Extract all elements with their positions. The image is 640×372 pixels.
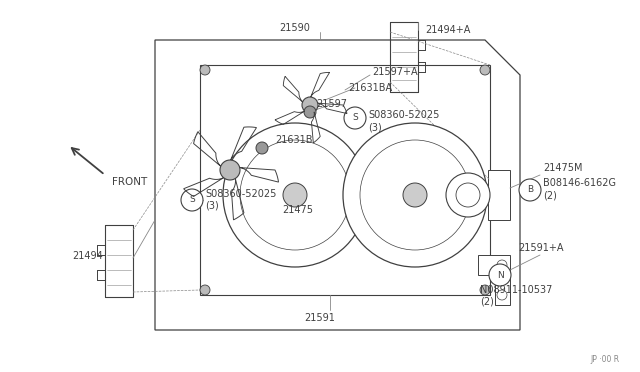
- Text: 21597: 21597: [316, 99, 347, 109]
- Text: 21591+A: 21591+A: [518, 243, 563, 253]
- Text: 21631BA: 21631BA: [348, 83, 392, 93]
- Circle shape: [240, 140, 350, 250]
- Circle shape: [200, 285, 210, 295]
- Circle shape: [283, 183, 307, 207]
- Circle shape: [480, 285, 490, 295]
- Polygon shape: [488, 170, 510, 220]
- Text: JP ·00 R: JP ·00 R: [591, 356, 620, 365]
- Circle shape: [519, 179, 541, 201]
- Circle shape: [200, 65, 210, 75]
- Text: (3): (3): [368, 122, 381, 132]
- Text: S: S: [352, 113, 358, 122]
- Text: 21591: 21591: [305, 313, 335, 323]
- Circle shape: [181, 189, 203, 211]
- Text: 21494: 21494: [72, 251, 103, 261]
- Text: B08146-6162G: B08146-6162G: [543, 178, 616, 188]
- Text: B: B: [527, 186, 533, 195]
- Text: 21631B: 21631B: [275, 135, 312, 145]
- Text: 21475: 21475: [282, 205, 313, 215]
- Circle shape: [304, 106, 316, 118]
- Text: (3): (3): [205, 200, 219, 210]
- Circle shape: [220, 160, 240, 180]
- Text: (2): (2): [543, 190, 557, 200]
- Polygon shape: [155, 40, 520, 330]
- Circle shape: [344, 107, 366, 129]
- Circle shape: [446, 173, 490, 217]
- Text: S08360-52025: S08360-52025: [368, 110, 440, 120]
- Circle shape: [497, 260, 507, 270]
- Text: S08360-52025: S08360-52025: [205, 189, 276, 199]
- Text: FRONT: FRONT: [112, 177, 147, 187]
- Circle shape: [489, 264, 511, 286]
- Polygon shape: [200, 65, 490, 295]
- Text: 21494+A: 21494+A: [425, 25, 470, 35]
- Circle shape: [497, 290, 507, 300]
- Polygon shape: [478, 255, 510, 305]
- Circle shape: [480, 65, 490, 75]
- Circle shape: [302, 97, 318, 113]
- Text: N08911-10537: N08911-10537: [480, 285, 552, 295]
- Text: N: N: [497, 270, 504, 279]
- Text: (2): (2): [480, 297, 494, 307]
- Circle shape: [256, 142, 268, 154]
- Text: 21597+A: 21597+A: [372, 67, 418, 77]
- Circle shape: [403, 183, 427, 207]
- Circle shape: [223, 123, 367, 267]
- Circle shape: [360, 140, 470, 250]
- Circle shape: [456, 183, 480, 207]
- Circle shape: [343, 123, 487, 267]
- Text: 21590: 21590: [280, 23, 310, 33]
- Text: S: S: [189, 196, 195, 205]
- Text: 21475M: 21475M: [543, 163, 582, 173]
